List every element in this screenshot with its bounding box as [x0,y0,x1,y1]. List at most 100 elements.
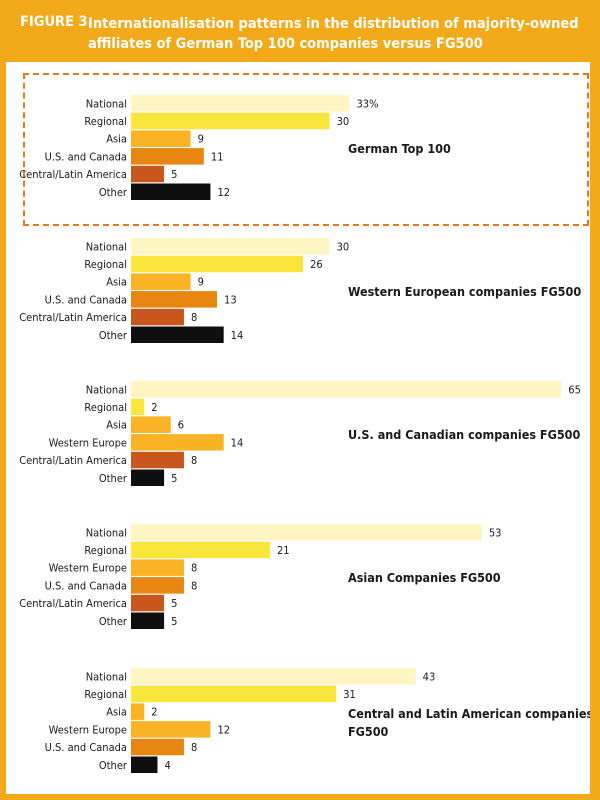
group-title: Central and Latin American companies [348,706,590,721]
figure-header: FIGURE 3. Internationalisation patterns … [0,0,600,62]
category-label-western-europe: Western Europe [49,723,127,736]
bar-u-s-and-canada [131,738,184,756]
category-label-central-latin-america: Central/Latin America [19,168,127,181]
category-label-other: Other [99,759,128,772]
category-label-other: Other [99,186,128,199]
category-label-asia: Asia [106,419,127,432]
value-label: 5 [171,472,177,485]
category-label-u-s-and-canada: U.S. and Canada [45,150,127,163]
bar-regional [131,685,337,703]
value-label: 31 [343,688,356,701]
bar-central-latin-america [131,165,165,183]
chart-group-3: National 65 Regional 2 Asia 6 Western Europe 14… [19,381,581,486]
bar-u-s-and-canada [131,291,218,308]
category-label-u-s-and-canada: U.S. and Canada [45,293,127,306]
category-label-western-europe: Western Europe [49,436,127,449]
bar-other [131,326,224,343]
bar-chart-group: National 33% Regional 30 Asia 9 U.S. and Canad… [19,95,590,773]
group-title: Western European companies FG500 [348,284,581,299]
category-label-regional: Regional [84,688,127,701]
category-label-national: National [86,97,127,110]
category-label-central-latin-america: Central/Latin America [19,597,127,610]
category-label-regional: Regional [84,258,127,271]
value-label: 5 [171,168,177,181]
value-label: 30 [337,240,350,253]
chart-group-1: National 33% Regional 30 Asia 9 U.S. and Canad… [19,95,451,200]
value-label: 5 [171,597,177,610]
value-label: 30 [337,115,350,128]
category-label-u-s-and-canada: U.S. and Canada [45,579,127,592]
bar-regional [131,112,330,130]
chart-group-5: National 43 Regional 31 Asia 2 Western Europe 1… [45,668,590,773]
value-label: 9 [198,133,204,146]
value-label: 33% [356,97,378,110]
bar-other [131,183,211,200]
value-label: 4 [164,759,170,772]
value-label: 65 [568,383,581,396]
value-label: 43 [423,670,436,683]
chart-group-4: National 53 Regional 21 Western Europe 8 U.S. … [19,524,501,629]
value-label: 6 [178,419,184,432]
category-label-central-latin-america: Central/Latin America [19,311,127,324]
bar-other [131,756,158,773]
bar-u-s-and-canada [131,148,204,165]
value-label: 26 [310,258,323,271]
bar-asia [131,130,191,147]
bar-national [131,668,416,685]
category-label-regional: Regional [84,401,127,414]
highlight-dashed-box [23,73,589,226]
bar-regional [131,255,304,273]
value-label: 14 [231,329,244,342]
bar-regional [131,398,145,416]
bar-central-latin-america [131,594,165,612]
bar-asia [131,273,191,290]
value-label: 2 [151,706,157,719]
value-label: 8 [191,562,197,575]
bar-western-europe [131,721,211,738]
bar-other [131,469,165,486]
value-label: 12 [217,186,230,199]
bar-regional [131,541,271,559]
category-label-other: Other [99,329,128,342]
bar-national [131,524,482,541]
category-label-other: Other [99,615,128,628]
value-label: 2 [151,401,157,414]
bar-national [131,238,330,255]
chart-group-2: National 30 Regional 26 Asia 9 U.S. and Canada… [19,238,581,343]
group-title: U.S. and Canadian companies FG500 [348,427,580,442]
chart-panel: National 33% Regional 30 Asia 9 U.S. and Canad… [6,62,590,794]
bar-central-latin-america [131,308,184,326]
bar-asia [131,416,171,433]
category-label-asia: Asia [106,706,127,719]
bar-western-europe [131,559,184,576]
group-title: Asian Companies FG500 [348,570,501,585]
category-label-national: National [86,670,127,683]
bar-national [131,381,562,398]
group-title: German Top 100 [348,141,451,156]
category-label-central-latin-america: Central/Latin America [19,454,127,467]
value-label: 14 [231,436,244,449]
bar-national [131,95,350,112]
category-label-asia: Asia [106,276,127,289]
figure-label: FIGURE 3. [20,14,93,30]
category-label-regional: Regional [84,115,127,128]
bar-u-s-and-canada [131,577,184,594]
category-label-other: Other [99,472,128,485]
value-label: 8 [191,579,197,592]
value-label: 21 [277,544,290,557]
value-label: 8 [191,741,197,754]
bar-western-europe [131,434,224,451]
value-label: 9 [198,276,204,289]
group-title: FG500 [348,724,389,739]
bar-asia [131,703,145,720]
bar-other [131,612,165,629]
category-label-asia: Asia [106,133,127,146]
category-label-national: National [86,383,127,396]
value-label: 13 [224,293,237,306]
value-label: 8 [191,311,197,324]
value-label: 53 [489,526,502,539]
figure-title: Internationalisation patterns in the dis… [88,16,579,52]
value-label: 5 [171,615,177,628]
category-label-western-europe: Western Europe [49,562,127,575]
bar-central-latin-america [131,451,184,469]
